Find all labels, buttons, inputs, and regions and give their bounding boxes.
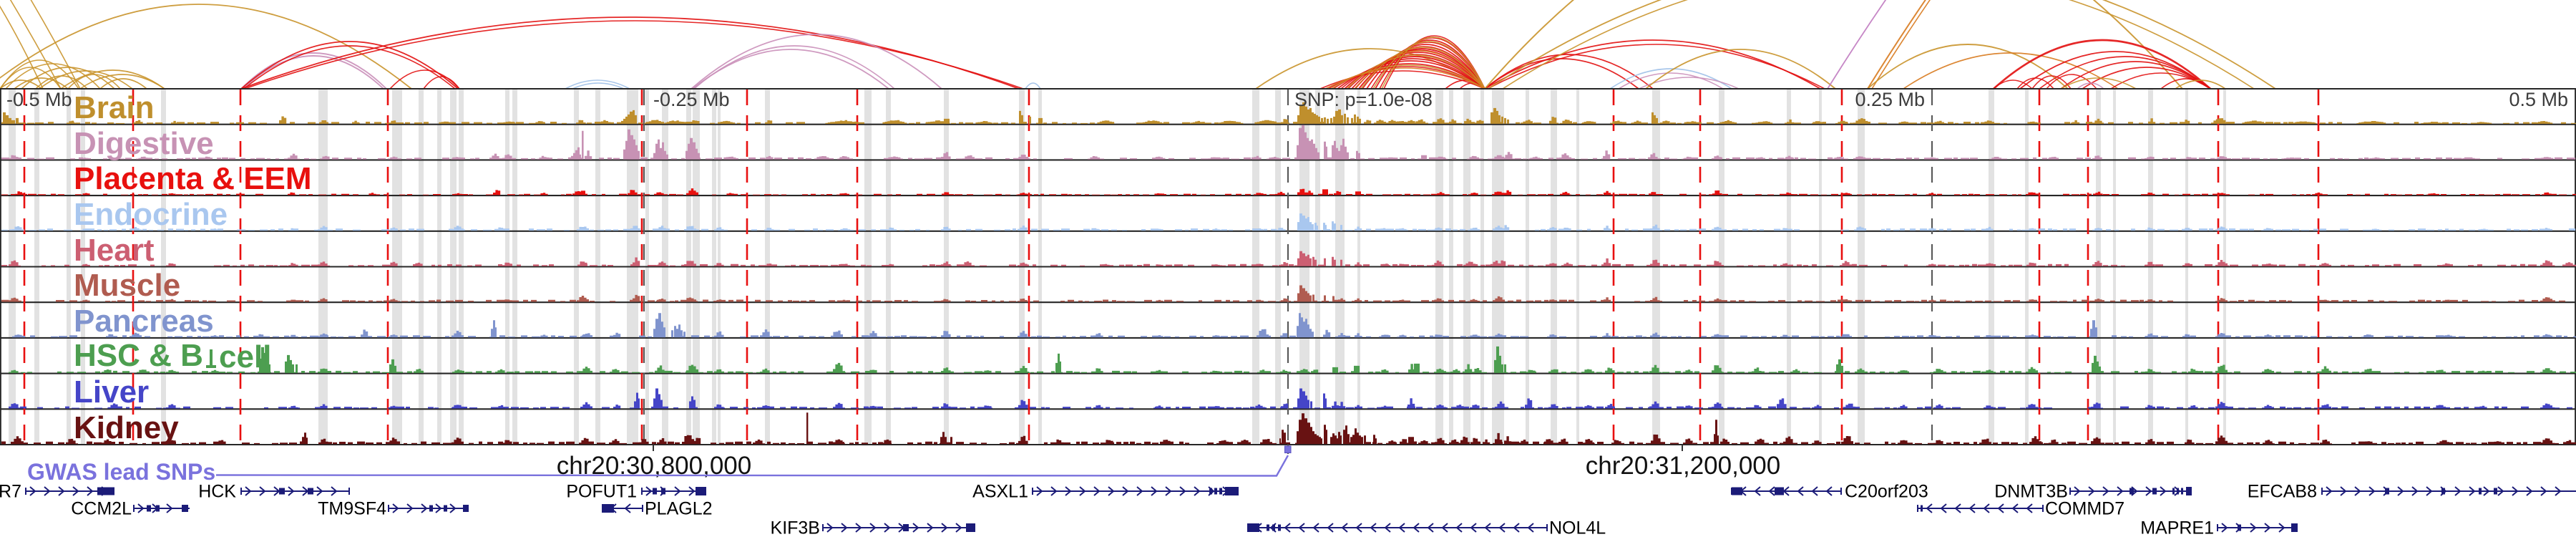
svg-text:Kidney: Kidney bbox=[74, 410, 179, 445]
svg-text:KIF3B: KIF3B bbox=[771, 518, 820, 537]
svg-text:ASXL1: ASXL1 bbox=[972, 482, 1028, 502]
svg-text:NOL4L: NOL4L bbox=[1549, 518, 1606, 537]
svg-text:Muscle: Muscle bbox=[74, 268, 180, 303]
svg-text:0.5 Mb: 0.5 Mb bbox=[2509, 89, 2568, 110]
svg-text:HCK: HCK bbox=[198, 482, 236, 502]
svg-text:R7: R7 bbox=[0, 482, 21, 502]
svg-text:C20orf203: C20orf203 bbox=[1845, 482, 1928, 502]
svg-text:MAPRE1: MAPRE1 bbox=[2140, 518, 2214, 537]
svg-text:SNP: p=1.0e-08: SNP: p=1.0e-08 bbox=[1294, 89, 1433, 110]
svg-text:chr20:31,200,000: chr20:31,200,000 bbox=[1586, 452, 1780, 480]
svg-text:Brain: Brain bbox=[74, 90, 154, 125]
svg-text:Pancreas: Pancreas bbox=[74, 304, 214, 339]
svg-text:0.25 Mb: 0.25 Mb bbox=[1855, 89, 1925, 110]
svg-text:EFCAB8: EFCAB8 bbox=[2248, 482, 2317, 502]
svg-text:-0.25 Mb: -0.25 Mb bbox=[653, 89, 730, 110]
svg-text:GWAS lead SNPs: GWAS lead SNPs bbox=[27, 459, 215, 485]
svg-text:-0.5 Mb: -0.5 Mb bbox=[6, 89, 72, 110]
svg-text:COMMD7: COMMD7 bbox=[2045, 499, 2124, 519]
svg-text:TM9SF4: TM9SF4 bbox=[318, 499, 386, 519]
svg-text:Endocrine: Endocrine bbox=[74, 197, 228, 232]
svg-text:DNMT3B: DNMT3B bbox=[1994, 482, 2068, 502]
svg-text:cell: cell bbox=[219, 339, 271, 374]
svg-text:CCM2L: CCM2L bbox=[71, 499, 132, 519]
svg-text:Placenta & EEM: Placenta & EEM bbox=[74, 161, 312, 196]
svg-text:Heart: Heart bbox=[74, 233, 155, 268]
svg-text:Digestive: Digestive bbox=[74, 126, 214, 161]
svg-text:Liver: Liver bbox=[74, 374, 149, 410]
svg-text:PLAGL2: PLAGL2 bbox=[645, 499, 713, 519]
svg-text:POFUT1: POFUT1 bbox=[566, 482, 637, 502]
svg-text:HSC & B: HSC & B bbox=[74, 338, 203, 373]
